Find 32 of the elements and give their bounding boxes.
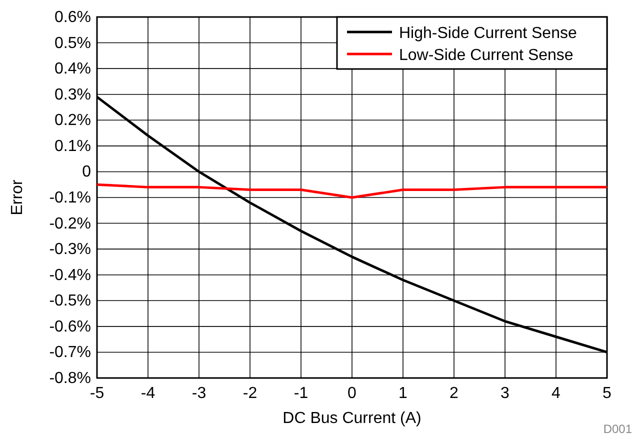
y-tick-label: 0.2% bbox=[54, 112, 91, 130]
y-axis-title: Error bbox=[9, 179, 26, 216]
y-tick-label: -0.7% bbox=[49, 344, 91, 362]
y-tick-label: 0.5% bbox=[54, 34, 91, 52]
x-tick-label: 5 bbox=[602, 385, 612, 402]
y-tick-label: -0.4% bbox=[49, 266, 91, 284]
y-tick-label: -0.5% bbox=[49, 292, 91, 310]
text: D001 bbox=[603, 422, 632, 436]
y-tick-label: -0.6% bbox=[49, 318, 91, 336]
x-tick-label: 0 bbox=[348, 385, 357, 402]
x-tick-label: -5 bbox=[90, 385, 104, 402]
line-series bbox=[96, 183, 608, 199]
y-tick-label: -0.8% bbox=[49, 370, 91, 387]
y-tick-label: -0.1% bbox=[49, 190, 91, 206]
x-tick-label: -2 bbox=[242, 385, 258, 402]
y-tick-label: 0.3% bbox=[54, 86, 91, 104]
y-tick-label: 0 bbox=[82, 164, 92, 181]
y-tick-label: -0.2% bbox=[49, 215, 91, 232]
legend-label: Low-Side Current Sense bbox=[399, 47, 574, 64]
x-tick-label: 3 bbox=[500, 385, 510, 402]
x-tick-label: -3 bbox=[192, 385, 206, 402]
x-tick-label: 4 bbox=[552, 385, 561, 402]
x-tick-label: -1 bbox=[294, 385, 308, 402]
x-tick-label: 2 bbox=[450, 385, 459, 402]
y-tick-label: 0.6% bbox=[54, 9, 91, 26]
y-tick-label: 0.4% bbox=[54, 60, 91, 78]
legend-label: High-Side Current Sense bbox=[399, 25, 577, 42]
y-tick-label: 0.1% bbox=[54, 138, 91, 155]
x-axis-title: DC Bus Current (A) bbox=[282, 410, 422, 427]
x-tick-label: -4 bbox=[140, 385, 156, 402]
y-tick-label: -0.3% bbox=[49, 241, 91, 258]
x-tick-label: 1 bbox=[398, 385, 408, 402]
